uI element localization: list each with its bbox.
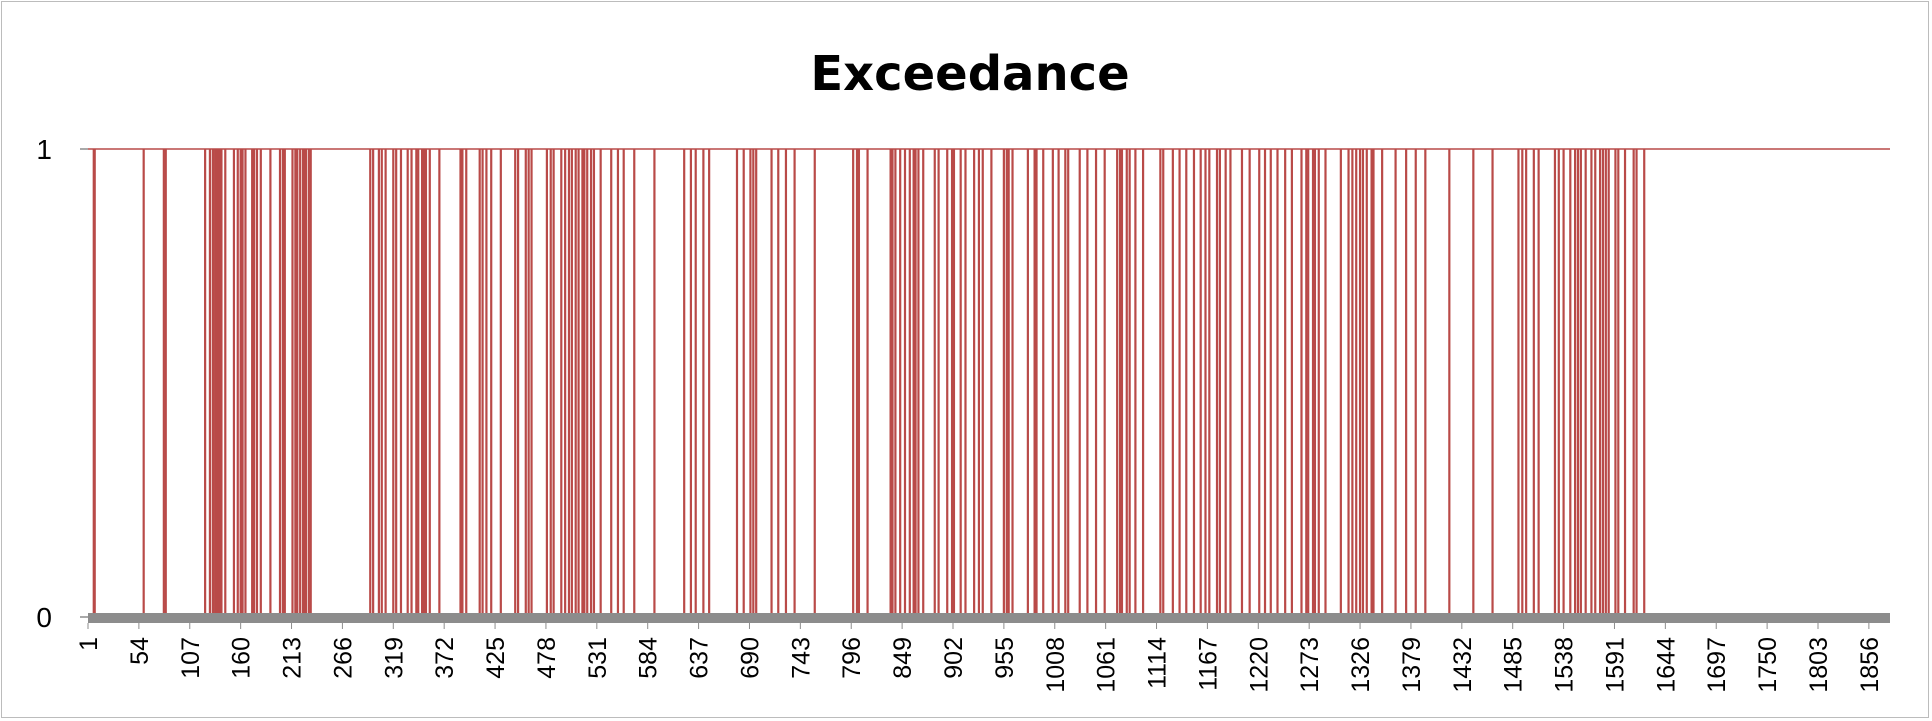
- x-axis-baseline: [88, 613, 1890, 623]
- x-tick-label-1379: 1379: [1398, 637, 1426, 693]
- x-tick-label-266: 266: [329, 637, 357, 679]
- x-tick-label-690: 690: [736, 637, 764, 679]
- y-tick-labels: 01: [36, 134, 52, 633]
- x-tick-label-1750: 1750: [1754, 637, 1782, 693]
- x-tick-labels: 1 54 107 160 213 266 319 372 425 478 531 584 637 690 7…: [75, 637, 1884, 693]
- x-tick-label-637: 637: [686, 637, 714, 679]
- x-tick-label-319: 319: [380, 637, 408, 679]
- x-tick-label-1538: 1538: [1551, 637, 1579, 693]
- x-tick-label-849: 849: [889, 637, 917, 679]
- x-tick-label-54: 54: [126, 637, 154, 665]
- x-tick-label-1114: 1114: [1144, 637, 1172, 689]
- x-tick-label-372: 372: [431, 637, 459, 679]
- x-tick-label-160: 160: [228, 637, 256, 679]
- x-tick-label-1008: 1008: [1042, 637, 1070, 693]
- x-tick-label-1326: 1326: [1347, 637, 1375, 693]
- x-tick-label-1061: 1061: [1093, 637, 1121, 693]
- x-tick-label-743: 743: [787, 637, 815, 679]
- x-tick-label-796: 796: [838, 637, 866, 679]
- axes-layer: [80, 148, 1890, 629]
- x-tick-label-107: 107: [177, 637, 205, 679]
- x-tick-label-1432: 1432: [1449, 637, 1477, 693]
- chart-title: Exceedance: [810, 46, 1129, 102]
- x-tick-label-1803: 1803: [1805, 637, 1833, 693]
- x-tick-label-584: 584: [635, 637, 663, 679]
- y-tick-label-1: 1: [36, 134, 52, 165]
- x-tick-label-1697: 1697: [1703, 637, 1731, 693]
- x-tick-label-1644: 1644: [1652, 637, 1680, 693]
- x-tick-label-213: 213: [279, 637, 307, 679]
- x-tick-label-425: 425: [482, 637, 510, 679]
- y-tick-label-0: 0: [36, 602, 52, 633]
- x-tick-label-1167: 1167: [1194, 637, 1222, 691]
- x-tick-label-531: 531: [584, 637, 612, 679]
- x-tick-label-1273: 1273: [1296, 637, 1324, 693]
- x-tick-label-478: 478: [533, 637, 561, 679]
- x-tick-label-1856: 1856: [1856, 637, 1884, 693]
- x-tick-label-1220: 1220: [1245, 637, 1273, 693]
- x-tick-label-1485: 1485: [1500, 637, 1528, 693]
- x-tick-label-1591: 1591: [1601, 637, 1629, 693]
- x-tick-label-902: 902: [940, 637, 968, 679]
- bars-layer: [92, 149, 1646, 617]
- x-tick-label-1: 1: [75, 637, 103, 651]
- x-tick-label-955: 955: [991, 637, 1019, 679]
